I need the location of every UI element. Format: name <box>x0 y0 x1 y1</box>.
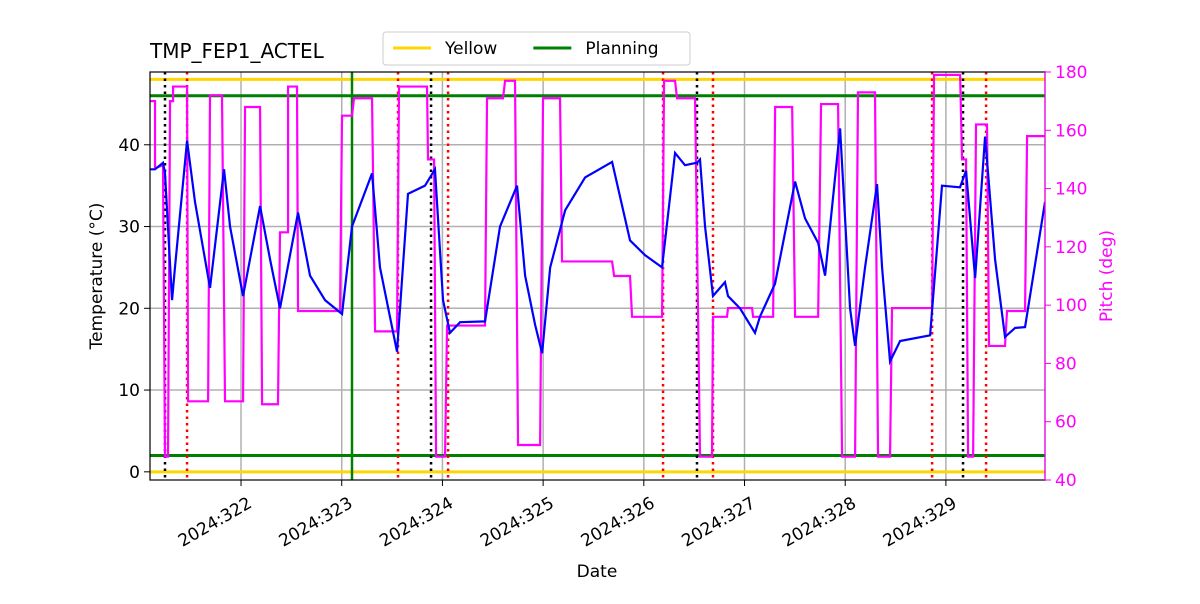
temperature-line <box>150 128 1045 366</box>
plot <box>150 72 1045 480</box>
x-tick-label: 2024:325 <box>477 493 558 551</box>
y-tick-label: 20 <box>118 299 140 319</box>
x-tick-label: 2024:324 <box>376 493 457 551</box>
legend-label: Yellow <box>444 39 497 59</box>
y-tick-label: 30 <box>118 218 140 238</box>
y2-tick-label: 80 <box>1055 354 1077 374</box>
x-tick-label: 2024:323 <box>276 493 357 551</box>
legend-label: Planning <box>585 39 658 59</box>
plot-frame <box>149 71 1046 481</box>
legend: Yellow Planning <box>382 31 691 66</box>
pitch-line <box>150 73 1045 458</box>
y2-axis-label: Pitch (deg) <box>1097 230 1117 322</box>
y2-tick-label: 100 <box>1055 296 1087 316</box>
chart-title: TMP_FEP1_ACTEL <box>149 39 325 63</box>
y-tick-label: 40 <box>118 136 140 156</box>
y-tick-label: 10 <box>118 381 140 401</box>
y2-tick-label: 60 <box>1055 413 1077 433</box>
x-tick-label: 2024:328 <box>779 493 860 551</box>
y2-tick-label: 140 <box>1055 180 1087 200</box>
x-tick-label: 2024:322 <box>175 493 256 551</box>
y-axis-label: Temperature (°C) <box>87 203 107 351</box>
y2-tick-label: 160 <box>1055 121 1087 141</box>
x-tick-label: 2024:329 <box>880 493 961 551</box>
x-axis-label: Date <box>577 562 618 582</box>
y2-tick-label: 120 <box>1055 238 1087 258</box>
x-tick-label: 2024:327 <box>678 493 759 551</box>
y-tick-label: 0 <box>129 463 140 483</box>
y2-tick-label: 180 <box>1055 63 1087 83</box>
y2-tick-label: 40 <box>1055 471 1077 491</box>
x-tick-label: 2024:326 <box>578 493 659 551</box>
